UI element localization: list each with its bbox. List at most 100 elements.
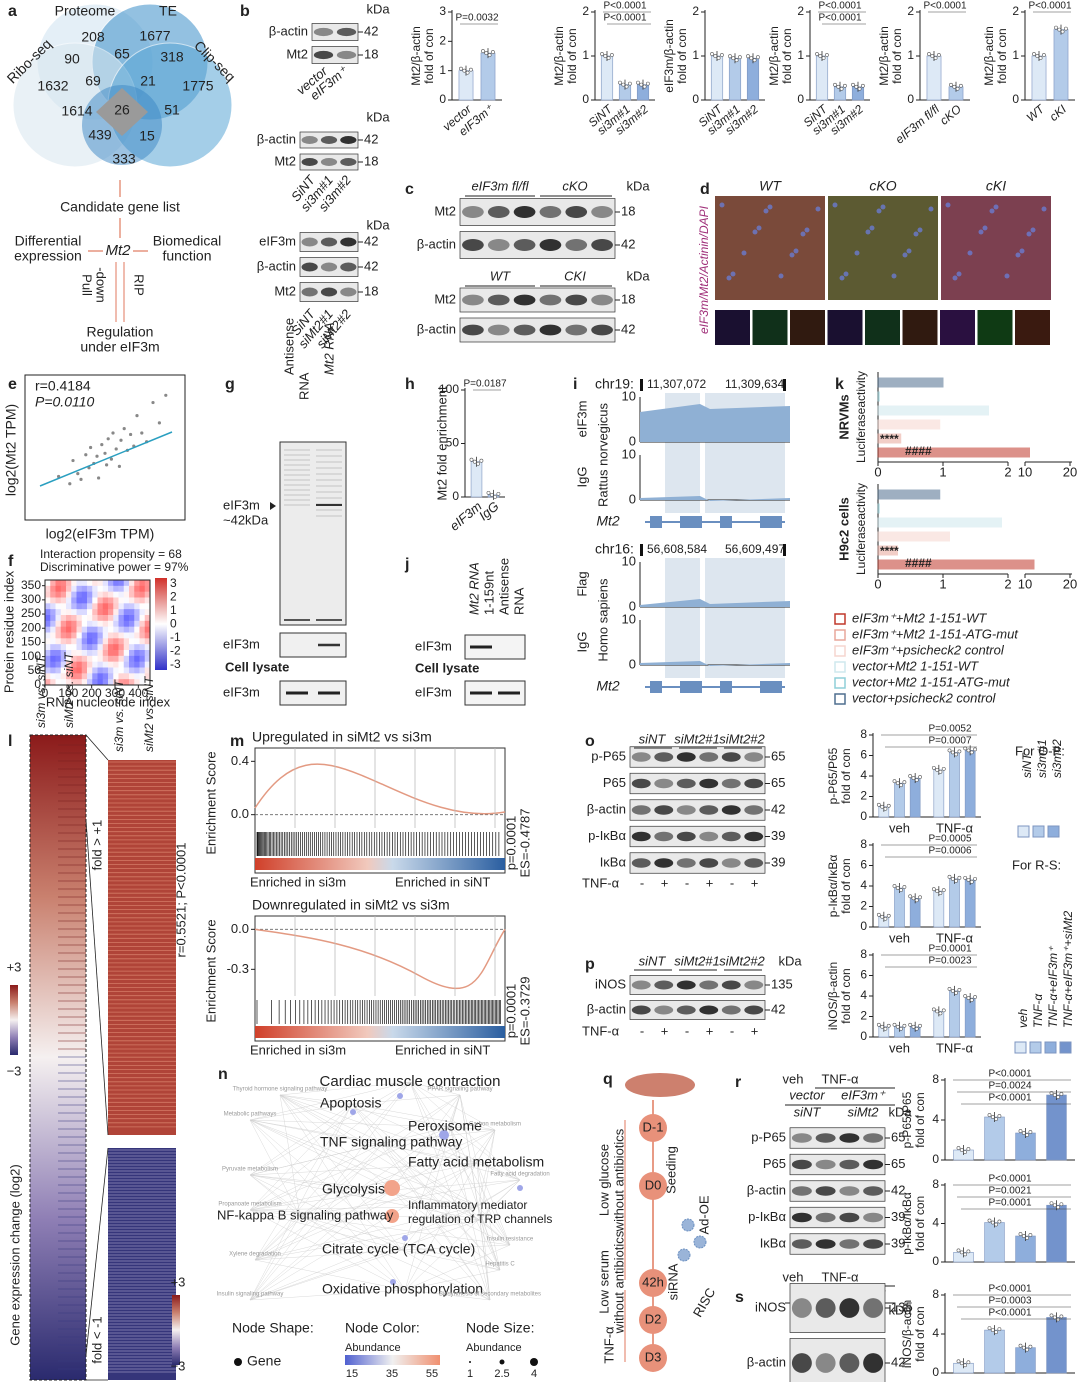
dot <box>825 53 829 57</box>
x-tick-label: 200 <box>82 686 102 700</box>
heat-cell <box>55 644 62 651</box>
dot <box>954 878 959 883</box>
dot <box>947 874 952 879</box>
heat-cell <box>102 661 109 668</box>
heat-cell <box>92 644 98 651</box>
heat-cell <box>81 638 88 645</box>
legend-label: eIF3m⁺+Mt2 1-151-ATG-mut <box>852 626 1019 641</box>
heat-cell <box>139 667 146 674</box>
dot <box>950 876 955 881</box>
label: eIF3m <box>223 684 260 699</box>
heat-cell <box>55 673 62 680</box>
exon <box>760 516 782 528</box>
label: CKI <box>564 268 586 283</box>
nucleus <box>1019 248 1025 254</box>
step-node <box>639 1269 667 1297</box>
y-tick-label: 2 <box>1012 4 1019 18</box>
legend-swatch <box>1059 1041 1072 1054</box>
nucleus <box>865 229 871 235</box>
bar <box>894 782 905 818</box>
coverage <box>640 599 790 607</box>
edge <box>382 1129 496 1144</box>
dot <box>899 783 904 788</box>
heat-cell <box>102 585 109 593</box>
point <box>114 447 118 451</box>
plot-frame <box>254 915 506 1042</box>
dot <box>756 55 760 60</box>
heat-cell <box>108 615 114 622</box>
band <box>565 206 588 218</box>
band-label: β-actin <box>417 236 456 251</box>
band <box>462 294 484 306</box>
heat-cell <box>45 620 51 628</box>
nucleus <box>778 273 784 279</box>
edge <box>249 1119 478 1164</box>
band-label: Mt2 <box>274 153 296 168</box>
heat-cell <box>50 591 56 598</box>
pathway-term: Inflammatory mediator <box>408 1198 527 1212</box>
heat-cell <box>50 597 56 604</box>
band <box>462 239 484 251</box>
pathway-term: Glycolysis <box>322 1181 385 1197</box>
dot <box>821 56 826 60</box>
point <box>109 457 113 461</box>
label: siRNA <box>665 1263 680 1300</box>
colorbar-label: -3 <box>170 657 181 671</box>
y-tick-label: 10 <box>622 553 636 568</box>
heat-cell <box>97 673 104 680</box>
band-label: β-actin <box>747 1182 786 1197</box>
heat-cell <box>108 638 114 645</box>
dot <box>886 803 891 808</box>
heat-cell <box>134 655 140 663</box>
y-tick-label: 1 <box>797 48 804 62</box>
dot <box>628 81 632 86</box>
heat-cell <box>113 609 119 616</box>
bar <box>877 377 944 388</box>
minor-term: Hepatitis C <box>485 1262 515 1268</box>
heat-cell <box>108 585 114 593</box>
edge <box>249 1289 406 1301</box>
band <box>487 324 510 336</box>
venn-count: 21 <box>140 73 156 89</box>
legend-label: vector+Mt2 1-151-WT <box>852 658 979 673</box>
dot <box>490 50 495 54</box>
label: cKO <box>562 178 587 193</box>
dot <box>1052 1093 1057 1097</box>
heat-cell <box>55 609 62 616</box>
nucleus <box>1026 231 1032 237</box>
dot <box>938 769 943 774</box>
p-value: P<0.0001 <box>988 1308 1032 1319</box>
heat-cell <box>81 603 88 610</box>
label: - <box>640 875 644 890</box>
kda-label: 42 <box>771 801 785 816</box>
heat-cell <box>81 615 88 622</box>
heat-cell <box>139 620 146 628</box>
edge <box>401 1244 511 1251</box>
dot <box>941 1008 946 1013</box>
heat-cell <box>50 585 56 593</box>
y-tick-label: 0 <box>629 598 636 613</box>
dot <box>738 55 742 60</box>
band <box>699 805 719 815</box>
band <box>699 778 719 789</box>
dot <box>618 80 622 85</box>
label: under eIF3m <box>80 339 159 355</box>
dot <box>1064 26 1068 31</box>
es-curve <box>254 763 506 815</box>
blot-strip <box>459 287 616 313</box>
label: + <box>661 875 669 890</box>
heat-cell <box>118 655 125 663</box>
heat-cell <box>50 638 56 645</box>
heat-cell <box>144 597 151 604</box>
label: eIF3m <box>574 401 589 438</box>
heat-cell <box>102 597 109 604</box>
heat-cell <box>92 638 98 645</box>
heat-cell <box>92 661 98 668</box>
p-value: P<0.0001 <box>988 1069 1032 1080</box>
edge <box>249 1162 478 1301</box>
heat-cell <box>50 667 56 674</box>
heat-cell <box>139 609 146 616</box>
dot <box>892 884 897 888</box>
edge <box>382 1142 521 1181</box>
band-label: Mt2 <box>286 46 308 61</box>
